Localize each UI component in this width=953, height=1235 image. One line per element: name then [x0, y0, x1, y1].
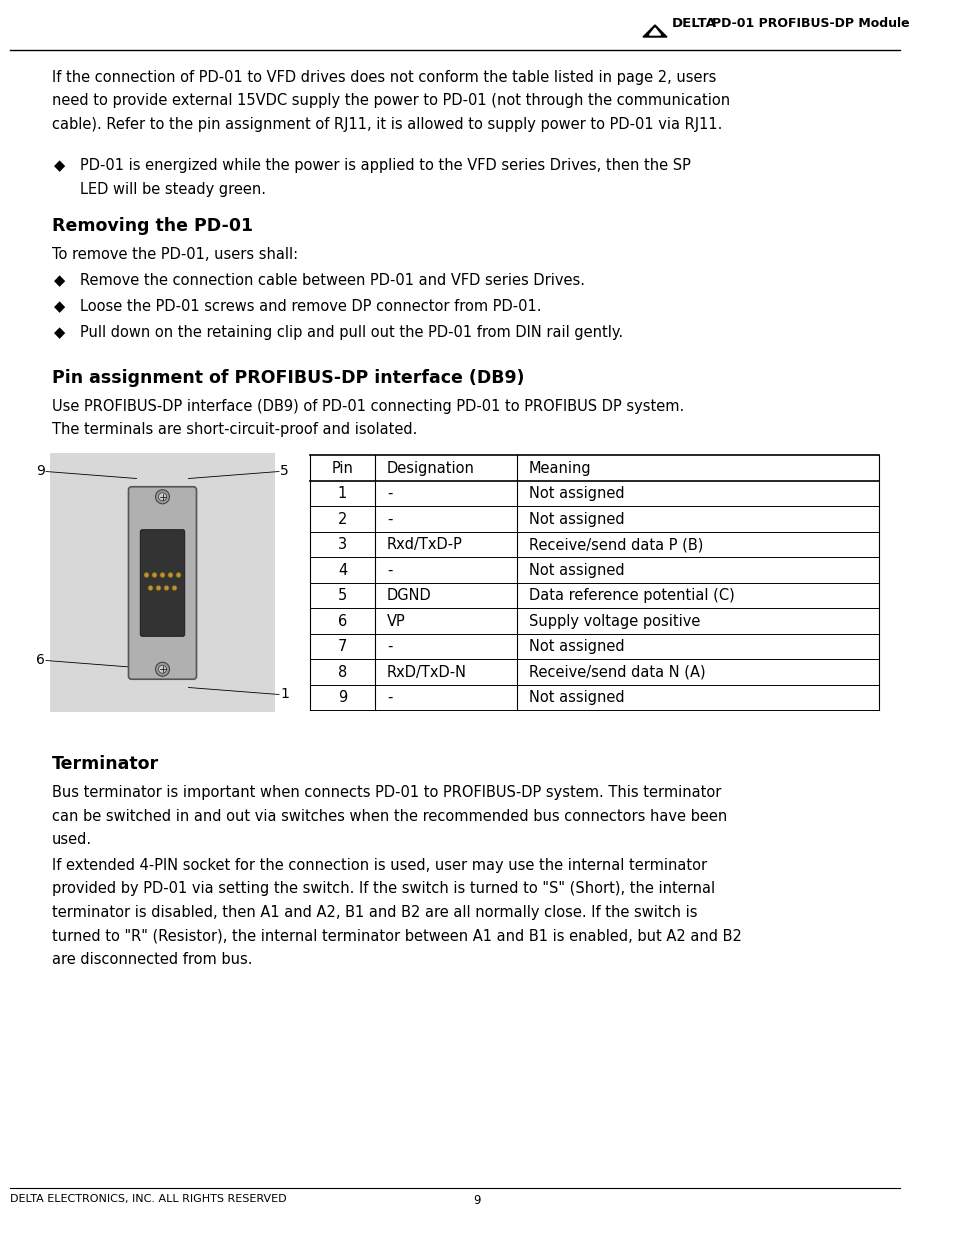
Circle shape [156, 585, 161, 590]
FancyBboxPatch shape [50, 453, 274, 713]
Text: Rxd/TxD-P: Rxd/TxD-P [387, 537, 462, 552]
Text: 6: 6 [36, 653, 45, 667]
Text: Not assigned: Not assigned [529, 563, 624, 578]
Text: Terminator: Terminator [52, 756, 159, 773]
Text: -: - [387, 690, 392, 705]
Text: To remove the PD-01, users shall:: To remove the PD-01, users shall: [52, 247, 297, 262]
Text: Not assigned: Not assigned [529, 487, 624, 501]
Text: cable). Refer to the pin assignment of RJ11, it is allowed to supply power to PD: cable). Refer to the pin assignment of R… [52, 117, 721, 132]
Text: need to provide external 15VDC supply the power to PD-01 (not through the commun: need to provide external 15VDC supply th… [52, 94, 729, 109]
Text: are disconnected from bus.: are disconnected from bus. [52, 952, 253, 967]
Circle shape [164, 585, 169, 590]
Text: -: - [387, 640, 392, 655]
FancyBboxPatch shape [129, 487, 196, 679]
Text: Pin assignment of PROFIBUS-DP interface (DB9): Pin assignment of PROFIBUS-DP interface … [52, 369, 524, 387]
Text: used.: used. [52, 832, 92, 847]
Circle shape [155, 662, 170, 677]
Text: 1: 1 [337, 487, 347, 501]
Text: Remove the connection cable between PD-01 and VFD series Drives.: Remove the connection cable between PD-0… [80, 273, 584, 288]
FancyBboxPatch shape [140, 530, 185, 636]
Text: LED will be steady green.: LED will be steady green. [80, 182, 266, 198]
Text: -: - [387, 511, 392, 527]
Text: 6: 6 [337, 614, 347, 629]
Text: Data reference potential (C): Data reference potential (C) [529, 588, 734, 603]
Text: can be switched in and out via switches when the recommended bus connectors have: can be switched in and out via switches … [52, 809, 726, 824]
Text: 5: 5 [280, 464, 289, 478]
Text: 7: 7 [337, 640, 347, 655]
Text: 8: 8 [337, 664, 347, 679]
Circle shape [175, 573, 181, 578]
Text: -: - [387, 563, 392, 578]
Text: Supply voltage positive: Supply voltage positive [529, 614, 700, 629]
Text: DELTA ELECTRONICS, INC. ALL RIGHTS RESERVED: DELTA ELECTRONICS, INC. ALL RIGHTS RESER… [10, 1194, 286, 1204]
Circle shape [160, 573, 165, 578]
Circle shape [144, 573, 149, 578]
Text: turned to "R" (Resistor), the internal terminator between A1 and B1 is enabled, : turned to "R" (Resistor), the internal t… [52, 929, 741, 944]
Text: 9: 9 [473, 1194, 480, 1207]
Text: DELTA: DELTA [671, 17, 716, 30]
Text: If extended 4-PIN socket for the connection is used, user may use the internal t: If extended 4-PIN socket for the connect… [52, 858, 706, 873]
Text: Not assigned: Not assigned [529, 690, 624, 705]
Text: If the connection of PD-01 to VFD drives does not conform the table listed in pa: If the connection of PD-01 to VFD drives… [52, 70, 716, 85]
Text: Pull down on the retaining clip and pull out the PD-01 from DIN rail gently.: Pull down on the retaining clip and pull… [80, 325, 622, 340]
Text: Receive/send data P (B): Receive/send data P (B) [529, 537, 702, 552]
Text: Meaning: Meaning [529, 461, 591, 475]
Text: 1: 1 [280, 688, 289, 701]
Text: ◆: ◆ [54, 325, 65, 340]
Circle shape [172, 585, 177, 590]
Text: 2: 2 [337, 511, 347, 527]
Polygon shape [642, 25, 666, 37]
Text: ◆: ◆ [54, 273, 65, 288]
Text: Not assigned: Not assigned [529, 640, 624, 655]
Text: Loose the PD-01 screws and remove DP connector from PD-01.: Loose the PD-01 screws and remove DP con… [80, 299, 541, 314]
Text: Pin: Pin [332, 461, 353, 475]
Text: ◆: ◆ [54, 299, 65, 314]
Circle shape [155, 490, 170, 504]
Text: 4: 4 [337, 563, 347, 578]
Text: 9: 9 [337, 690, 347, 705]
Text: 3: 3 [337, 537, 347, 552]
Text: terminator is disabled, then A1 and A2, B1 and B2 are all normally close. If the: terminator is disabled, then A1 and A2, … [52, 905, 697, 920]
Circle shape [158, 493, 167, 500]
Circle shape [168, 573, 172, 578]
Text: Not assigned: Not assigned [529, 511, 624, 527]
Text: -: - [387, 487, 392, 501]
Text: RxD/TxD-N: RxD/TxD-N [387, 664, 467, 679]
Text: VP: VP [387, 614, 405, 629]
Polygon shape [649, 28, 659, 35]
Text: Use PROFIBUS-DP interface (DB9) of PD-01 connecting PD-01 to PROFIBUS DP system.: Use PROFIBUS-DP interface (DB9) of PD-01… [52, 399, 683, 414]
Text: 5: 5 [337, 588, 347, 603]
Text: Bus terminator is important when connects PD-01 to PROFIBUS-DP system. This term: Bus terminator is important when connect… [52, 785, 720, 800]
Text: 9: 9 [36, 464, 45, 478]
Circle shape [148, 585, 152, 590]
Text: Receive/send data N (A): Receive/send data N (A) [529, 664, 705, 679]
Text: The terminals are short-circuit-proof and isolated.: The terminals are short-circuit-proof an… [52, 422, 417, 437]
Text: Designation: Designation [387, 461, 475, 475]
Text: Removing the PD-01: Removing the PD-01 [52, 217, 253, 235]
Text: provided by PD-01 via setting the switch. If the switch is turned to "S" (Short): provided by PD-01 via setting the switch… [52, 882, 715, 897]
Text: ◆: ◆ [54, 158, 65, 173]
Text: PD-01 PROFIBUS-DP Module: PD-01 PROFIBUS-DP Module [711, 17, 908, 30]
Circle shape [152, 573, 157, 578]
Circle shape [158, 666, 167, 673]
Text: DGND: DGND [387, 588, 432, 603]
Text: PD-01 is energized while the power is applied to the VFD series Drives, then the: PD-01 is energized while the power is ap… [80, 158, 690, 173]
